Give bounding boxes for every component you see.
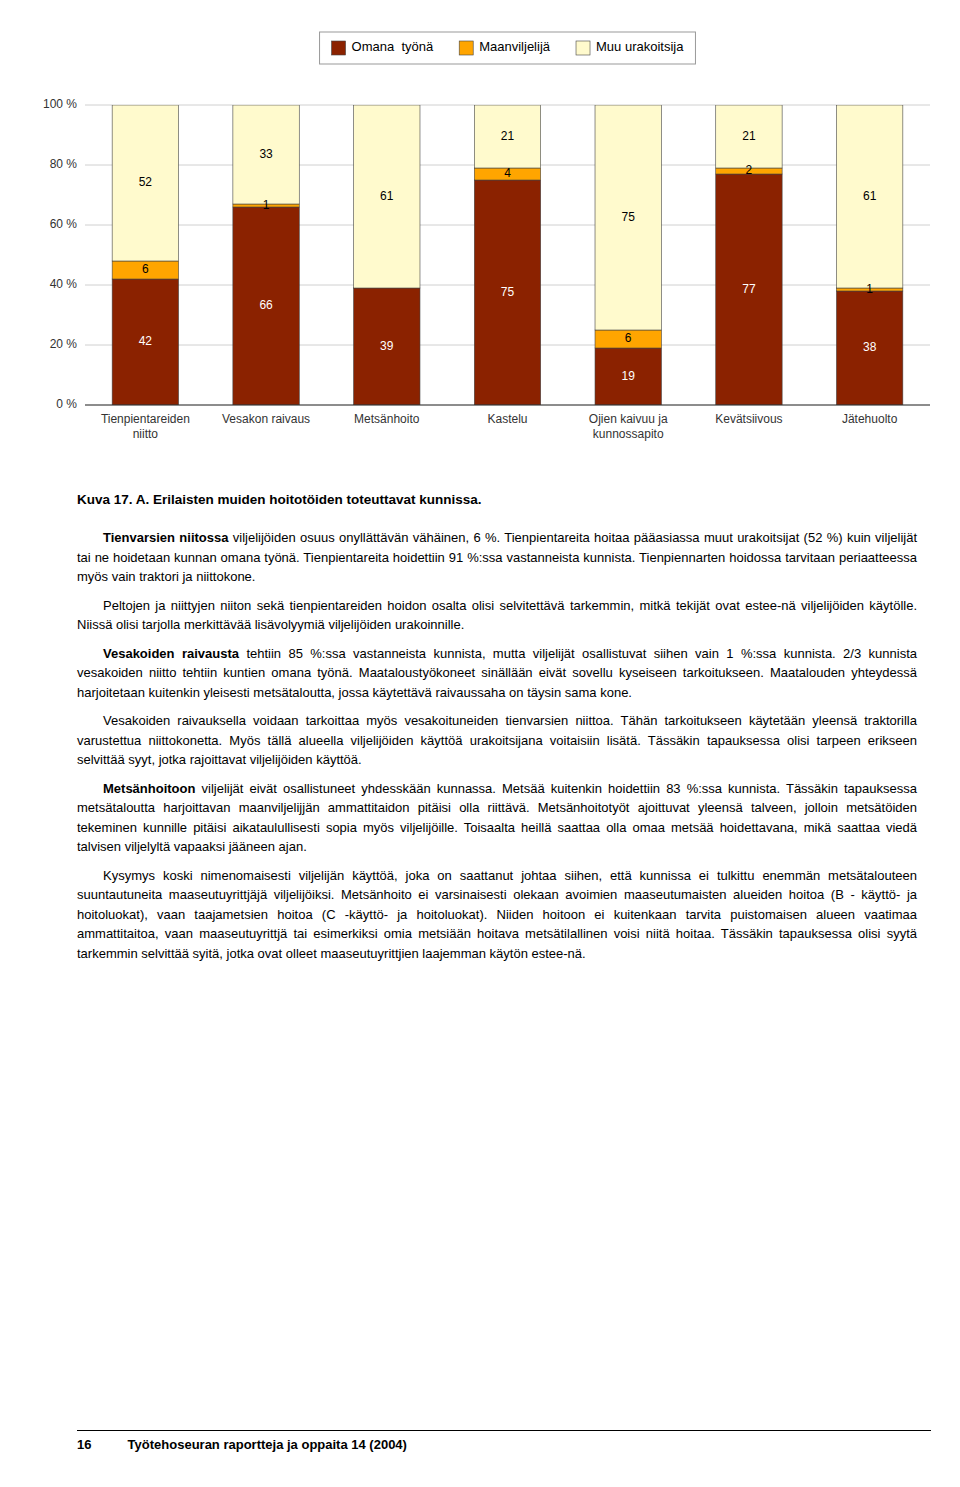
x-tick-label: Kastelu [487,412,527,426]
legend-label: Muu urakoitsija [596,39,684,54]
legend-item: Maanviljelijä [459,39,551,55]
data-label: 21 [501,129,515,143]
x-axis: Tienpientareidenniitto Vesakon raivaus Met… [101,412,898,441]
data-label: 66 [259,298,273,312]
bar-segment [836,291,902,405]
data-label: 21 [742,129,756,143]
y-tick-label: 40 % [50,277,78,291]
legend-swatch [576,41,590,55]
x-tick-label: Vesakon raivaus [222,412,310,426]
x-tick-label: Tienpientareidenniitto [101,412,190,441]
bar-segment [595,105,661,330]
legend-item: Omana työnä [332,39,434,55]
paragraph-text: Peltojen ja niittyjen niiton sekä tienpi… [77,598,917,633]
paragraph-lead: Vesakoiden raivausta [103,646,239,661]
data-label: 77 [742,282,756,296]
paragraph: Vesakoiden raivausta tehtiin 85 %:ssa va… [77,644,917,703]
bar-segment [112,261,178,279]
data-label: 61 [380,189,394,203]
paragraph: Vesakoiden raivauksella voidaan tarkoitt… [77,711,917,770]
data-label: 1 [263,198,270,212]
data-labels: 4266397519773861462152336121752161 [139,129,877,383]
bar-segment [716,174,782,405]
bar-segment [112,105,178,261]
grid-line [85,405,930,406]
paragraph-lead: Tienvarsien niitossa [103,530,228,545]
bar-segment [233,105,299,204]
legend: Omana työnä Maanviljelijä Muu urakoitsija [320,32,696,64]
paragraph-text: Vesakoiden raivauksella voidaan tarkoitt… [77,713,917,767]
data-label: 33 [259,147,273,161]
legend-frame [320,32,696,64]
bar-segment [112,279,178,405]
legend-label: Omana työnä [352,39,434,54]
data-label: 52 [139,175,153,189]
data-label: 6 [625,331,632,345]
bar-segment [836,105,902,288]
x-tick-label: Ojien kaivuu jakunnossapito [589,412,668,441]
caption: Kuva 17. A. Erilaisten muiden hoitotöide… [77,492,917,507]
paragraph-lead: Metsänhoitoon [103,781,195,796]
data-label: 6 [142,262,149,276]
data-label: 19 [622,369,636,383]
chart: 0 %20 %40 %60 %80 %100 %4266397519773861… [0,0,960,470]
data-label: 75 [501,285,515,299]
data-label: 39 [380,339,394,353]
paragraph-text: Kysymys koski nimenomaisesti viljelijän … [77,868,917,961]
legend-swatch [459,41,473,55]
bar-segment [354,288,420,405]
bars [112,105,903,405]
bar-segment [233,207,299,405]
paragraph: Tienvarsien niitossa viljelijöiden osuus… [77,528,917,587]
y-axis: 0 % 20 % 40 % 60 % 80 % 100 % [43,97,930,411]
y-tick-label: 0 % [56,397,77,411]
y-tick-label: 60 % [50,217,78,231]
bar-segment [595,330,661,348]
x-tick-label: Metsänhoito [354,412,420,426]
body-text: Tienvarsien niitossa viljelijöiden osuus… [77,528,917,972]
bar-segment [716,105,782,168]
data-label: 38 [863,340,877,354]
legend-label: Maanviljelijä [479,39,551,54]
x-axis-line [85,405,930,406]
x-tick-label: Jätehuolto [842,412,898,426]
data-label: 2 [746,163,753,177]
x-tick-label: Kevätsiivous [715,412,782,426]
data-label: 4 [504,166,511,180]
paragraph: Kysymys koski nimenomaisesti viljelijän … [77,866,917,964]
bar-segment [595,348,661,405]
data-label: 1 [866,282,873,296]
paragraph-text: viljelijät eivät osallistuneet yhdesskää… [77,781,917,855]
bar-segment [354,105,420,288]
data-label: 75 [622,210,636,224]
data-label: 42 [139,334,153,348]
data-label: 61 [863,189,877,203]
bar-segment [474,105,540,168]
legend-swatch [332,41,346,55]
paragraph: Metsänhoitoon viljelijät eivät osallistu… [77,779,917,857]
bar-segment [474,180,540,405]
y-tick-label: 100 % [43,97,77,111]
footer: 16 Työtehoseuran raportteja ja oppaita 1… [77,1430,931,1452]
legend-item: Muu urakoitsija [576,39,684,55]
paragraph: Peltojen ja niittyjen niiton sekä tienpi… [77,596,917,635]
y-tick-label: 20 % [50,337,78,351]
y-tick-label: 80 % [50,157,78,171]
